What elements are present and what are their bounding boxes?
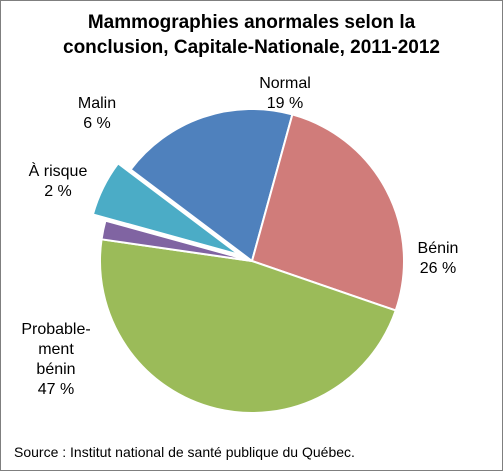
label-probablement-value: 47 % [37,381,75,398]
pie-slice-malin [91,161,241,256]
label-probablement-line-1: Probable- [21,321,91,338]
label-a-risque: À risque 2 % [18,162,98,202]
label-malin-value: 6 % [83,115,111,132]
pie-slice-probable-ment-bénin [99,238,397,414]
pie-slice-à-risque [100,219,253,262]
chart-source: Source : Institut national de santé publ… [14,444,355,460]
label-normal-value: 19 % [266,95,304,112]
label-normal-name: Normal [259,75,311,92]
label-benin: Bénin 26 % [408,239,468,279]
label-benin-value: 26 % [419,260,457,277]
chart-title-line-1: Mammographies anormales selon la [87,12,416,33]
label-malin: Malin 6 % [62,94,132,134]
label-a-risque-value: 2 % [44,183,72,200]
pie-slice-bénin [250,113,405,312]
pie-slice-normal [129,108,294,263]
label-malin-name: Malin [77,95,117,112]
chart-title: Mammographies anormales selon la conclus… [0,10,503,60]
label-normal: Normal 19 % [240,74,330,114]
label-benin-name: Bénin [417,240,459,257]
label-probablement-line-2: ment [38,341,74,358]
chart-title-line-2: conclusion, Capitale-Nationale, 2011-201… [63,37,440,58]
label-probablement-benin: Probable- ment bénin 47 % [6,320,106,400]
label-probablement-line-3: bénin [36,361,76,378]
label-a-risque-name: À risque [28,163,88,180]
